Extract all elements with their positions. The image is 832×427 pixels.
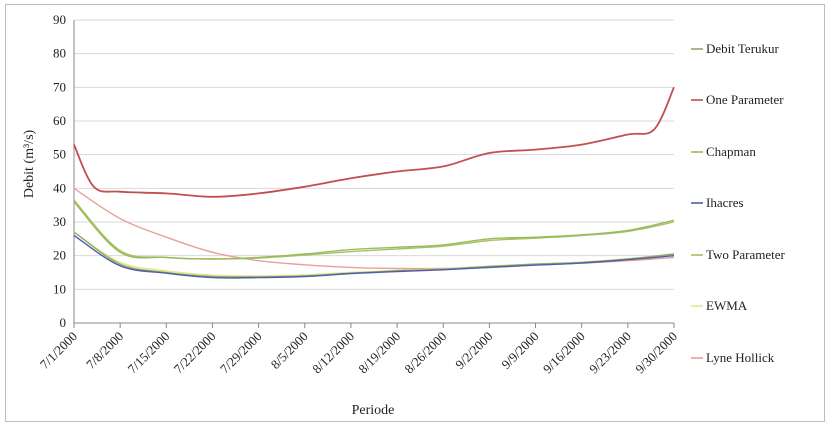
y-tick-label: 40 xyxy=(53,180,66,195)
x-tick-labels: 7/1/2000 7/8/20007/15/20007/22/20007/29/2… xyxy=(37,323,680,376)
series-line-one-parameter xyxy=(73,86,675,198)
y-axis-title: Debit (m³/s) xyxy=(22,129,37,198)
x-tick-label: 9/30/2000 xyxy=(632,329,680,377)
legend: Debit Terukur One Parameter Chapman Ihacres… xyxy=(691,41,786,365)
x-tick-label: 7/22/2000 xyxy=(171,329,219,377)
x-tick-label: 9/16/2000 xyxy=(540,329,588,377)
y-tick-label: 90 xyxy=(53,12,66,27)
legend-label-chapman: Chapman xyxy=(706,144,756,159)
y-tick-labels: 0 10 20 30 40 50 60 70 80 90 xyxy=(53,12,66,330)
y-tick-label: 0 xyxy=(60,315,67,330)
y-tick-label: 30 xyxy=(53,214,66,229)
x-tick-label: 7/1/2000 xyxy=(37,329,80,372)
x-tick-label: 8/12/2000 xyxy=(309,329,357,377)
legend-label-ihacres: Ihacres xyxy=(706,195,744,210)
y-tick-label: 20 xyxy=(53,248,66,263)
x-tick-label: 8/19/2000 xyxy=(355,329,403,377)
gridlines xyxy=(73,19,674,324)
y-tick-label: 50 xyxy=(53,147,66,162)
x-tick-label: 9/9/2000 xyxy=(498,329,541,372)
x-tick-label: 9/23/2000 xyxy=(586,329,634,377)
series-lines xyxy=(73,86,675,279)
y-tick-label: 80 xyxy=(53,46,66,61)
y-tick-label: 70 xyxy=(53,79,66,94)
x-tick-label: 8/5/2000 xyxy=(268,329,311,372)
x-tick-label: 9/2/2000 xyxy=(452,329,495,372)
legend-label-debit-terukur: Debit Terukur xyxy=(706,41,780,56)
legend-label-ewma: EWMA xyxy=(706,298,748,313)
legend-label-one-parameter: One Parameter xyxy=(706,92,784,107)
x-tick-label: 7/29/2000 xyxy=(217,329,265,377)
x-tick-label: 7/8/2000 xyxy=(83,329,126,372)
chart-frame xyxy=(5,4,825,422)
y-tick-label: 60 xyxy=(53,113,66,128)
series-line-ewma xyxy=(73,231,675,277)
series-line-chapman xyxy=(73,201,675,260)
legend-label-lyne-hollick: Lyne Hollick xyxy=(706,350,775,365)
x-tick-label: 8/26/2000 xyxy=(401,329,449,377)
y-tick-label: 10 xyxy=(53,281,66,296)
series-line-two-parameter xyxy=(73,199,675,260)
series-line-ihacres xyxy=(73,234,675,279)
legend-label-two-parameter: Two Parameter xyxy=(706,247,786,262)
x-axis-title: Periode xyxy=(352,403,395,418)
x-tick-label: 7/15/2000 xyxy=(125,329,173,377)
